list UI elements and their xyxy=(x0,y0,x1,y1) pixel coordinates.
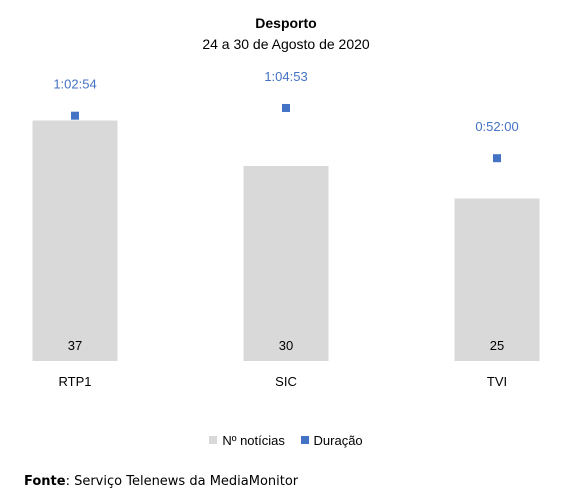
source-note: Fonte: Serviço Telenews da MediaMonitor xyxy=(24,474,298,489)
duration-marker xyxy=(71,111,79,120)
duration-label: 1:02:54 xyxy=(53,77,96,92)
category-label: SIC xyxy=(275,374,297,389)
plot-area: 37 RTP1 1:02:54 30 SIC 1:04:53 25 TVI 0:52:00 xyxy=(32,69,540,389)
bar-value-label: 37 xyxy=(68,338,82,353)
duration-label: 1:04:53 xyxy=(264,69,307,84)
source-label: Fonte xyxy=(24,474,66,489)
bar-rtp1 xyxy=(32,120,118,361)
chart-title: Desporto xyxy=(255,15,316,31)
legend-label-noticias: Nº notícias xyxy=(222,432,285,448)
bar-sic xyxy=(243,166,329,361)
chart: Desporto 24 a 30 de Agosto de 2020 37 RTP… xyxy=(32,15,540,389)
duration-marker xyxy=(282,103,290,112)
category-label: TVI xyxy=(487,374,507,389)
category-label: RTP1 xyxy=(59,374,92,389)
bar-value-label: 30 xyxy=(279,338,293,353)
source-text: : Serviço Telenews da MediaMonitor xyxy=(65,474,299,489)
duration-label: 0:52:00 xyxy=(475,119,518,134)
legend: Nº notícias Duração xyxy=(0,432,572,448)
bar-value-label: 25 xyxy=(490,338,504,353)
legend-label-duracao: Duração xyxy=(313,432,363,448)
legend-swatch-marker xyxy=(300,436,309,444)
duration-marker xyxy=(493,154,501,163)
legend-item-noticias: Nº notícias xyxy=(209,433,285,448)
bar-tvi xyxy=(454,198,540,361)
legend-item-duracao: Duração xyxy=(300,432,363,448)
legend-swatch-bar xyxy=(209,436,218,444)
chart-subtitle: 24 a 30 de Agosto de 2020 xyxy=(202,36,370,52)
